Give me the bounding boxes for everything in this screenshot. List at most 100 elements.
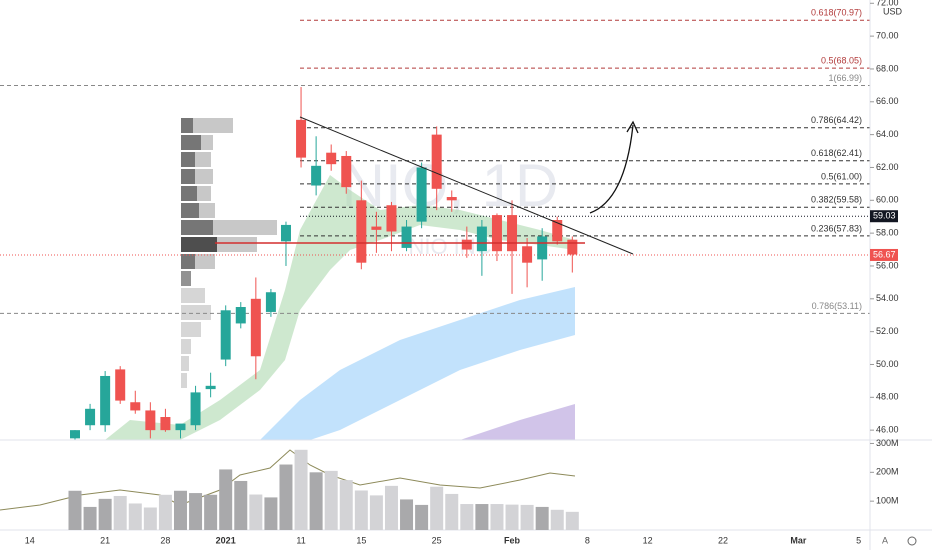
volume-bar [279,464,293,530]
candle-body [356,200,367,263]
fib-label: 0.786(53.11) [812,301,862,311]
volume-bar [173,490,187,530]
x-tick-label: 22 [718,535,728,545]
fib-label: 0.618(70.97) [811,8,862,18]
x-tick-label: 8 [585,535,590,545]
volume-bar [369,495,383,530]
volume-bar [550,509,564,530]
y-tick-label: 64.00 [876,129,899,139]
candle-body [552,220,563,242]
candle-body [386,205,397,232]
volume-tick-label: 100M [876,496,899,506]
volume-bar [490,504,504,530]
x-tick-label: 11 [296,535,305,545]
volume-bar [189,493,203,530]
volume-ma [179,449,576,506]
candle-body [567,239,578,255]
y-tick-label: 46.00 [876,425,899,435]
candle-body [220,310,231,360]
fib-label: 0.786(64.42) [811,115,862,125]
volume-bar [68,490,82,530]
x-tick-label: Mar [790,535,807,545]
fib-label: 0.382(59.58) [811,195,862,205]
volume-bar [475,504,489,530]
candle-body [311,165,322,186]
x-tick-label: 2021 [216,535,236,545]
cloud-purple [460,404,575,440]
auto-button[interactable]: A [882,535,888,545]
x-tick-label: 12 [643,535,653,545]
candle-body [145,410,156,431]
candle-body [401,226,412,248]
candle-body [431,134,442,189]
y-tick-label: 48.00 [876,392,899,402]
volume-bar [535,506,549,530]
x-tick-label: 25 [432,535,442,545]
candle-body [160,417,171,431]
x-tick-label: 5 [856,535,861,545]
candle-body [205,385,216,390]
fib-label: 0.236(57.83) [811,223,862,233]
volume-bar [249,494,263,530]
candle-body [507,215,518,252]
candle-body [85,408,96,426]
volume-bar [83,506,97,530]
fib-label: 0.5(68.05) [821,56,862,66]
trend-line [299,116,634,255]
volume-bar [98,498,112,530]
candle-body [175,423,186,431]
x-tick-label: 28 [160,535,170,545]
y-tick-label: 70.00 [876,30,899,40]
fib-label: 0.618(62.41) [811,148,862,158]
volume-bar [158,494,172,530]
y-tick-label: 52.00 [876,326,899,336]
x-tick-label: 15 [356,535,366,545]
price-box-label: 56.67 [873,249,896,259]
candle-body [250,298,261,357]
main-pane: NIO, 1D NIO INC 0.618(70.97)0.5(68.05)1(… [0,8,870,440]
volume-bar [520,504,534,530]
candle-body [190,392,201,426]
volume-bar [234,480,248,530]
volume-tick-label: 200M [876,467,899,477]
candle-body [130,402,141,411]
settings-icon[interactable] [907,536,917,546]
y-tick-label: 60.00 [876,195,899,205]
volume-bar [354,490,368,530]
candle-body [537,236,548,260]
candle-body [476,226,487,252]
arrow-head [626,120,639,134]
volume-bar [430,486,444,530]
volume-bar [400,499,414,530]
candle-body [371,226,382,230]
candle-body [461,239,472,250]
price-box [870,248,898,261]
volume-bar [143,507,157,530]
y-tick-label: 62.00 [876,162,899,172]
y-tick-label: 56.00 [876,260,899,270]
y-tick-label: 54.00 [876,293,899,303]
candle-body [491,215,502,252]
volume-bar [384,485,398,530]
volume-bar [565,511,579,530]
volume-bar [294,449,308,530]
arrow [589,124,634,214]
x-tick-label: 21 [100,535,110,545]
candle-body [446,197,457,201]
volume-tick-label: 300M [876,438,899,448]
volume-profile [181,118,277,388]
candle-body [296,119,307,158]
volume-bar [460,504,474,530]
y-tick-label: 72.00 [876,0,899,8]
volume-bar [309,472,323,530]
y-tick-label: 68.00 [876,63,899,73]
volume-bar [324,470,338,530]
candle-body [326,152,337,165]
price-box [870,210,898,223]
x-tick-label: 14 [25,535,35,545]
y-tick-label: 58.00 [876,228,899,238]
candle-body [70,430,80,439]
volume-bar [113,495,127,530]
currency-label: USD [883,6,903,16]
